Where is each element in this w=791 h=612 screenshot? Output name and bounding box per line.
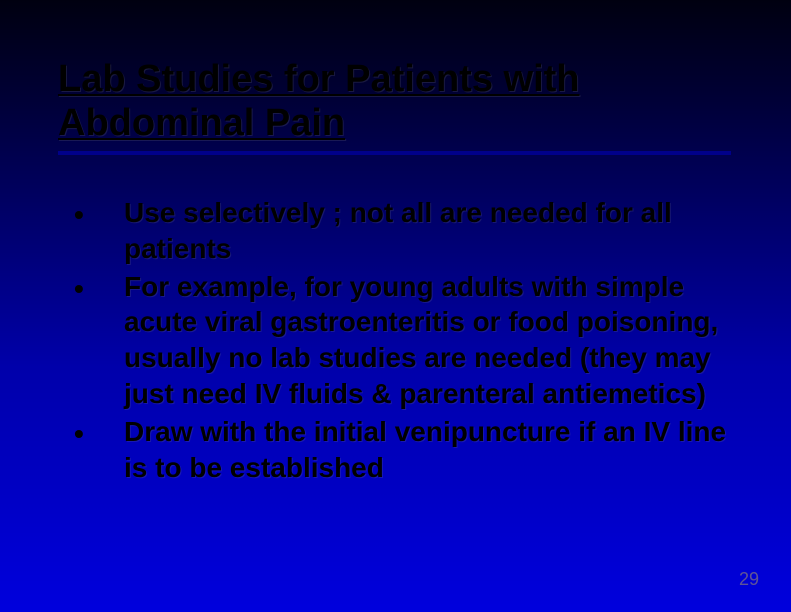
bullet-text: For example, for young adults with simpl… — [124, 269, 741, 412]
bullet-icon: • — [62, 197, 124, 232]
bullet-item: • For example, for young adults with sim… — [62, 269, 741, 412]
bullet-text: Draw with the initial venipuncture if an… — [124, 414, 741, 486]
bullet-icon: • — [62, 271, 124, 306]
slide: Lab Studies for Patients with Abdominal … — [0, 0, 791, 612]
bullet-item: • Use selectively ; not all are needed f… — [62, 195, 741, 267]
slide-title: Lab Studies for Patients with Abdominal … — [58, 58, 731, 145]
bullet-text: Use selectively ; not all are needed for… — [124, 195, 741, 267]
bullet-item: • Draw with the initial venipuncture if … — [62, 414, 741, 486]
title-block: Lab Studies for Patients with Abdominal … — [58, 58, 731, 155]
page-number: 29 — [739, 569, 759, 590]
body-block: • Use selectively ; not all are needed f… — [62, 195, 741, 488]
bullet-icon: • — [62, 416, 124, 451]
